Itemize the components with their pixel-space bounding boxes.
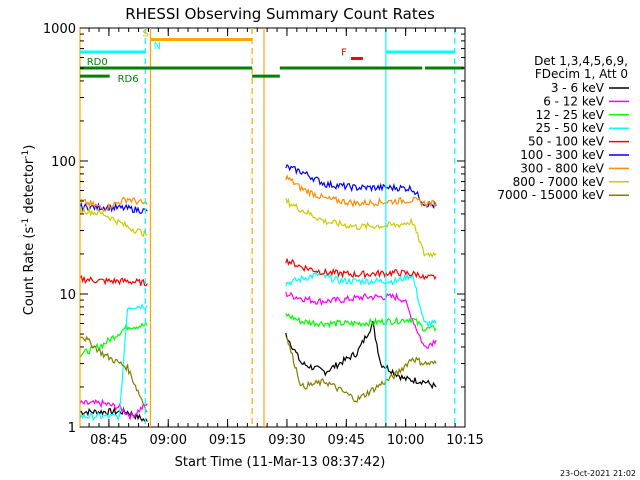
series-line <box>285 163 437 209</box>
y-axis-title-part: ) <box>22 145 37 150</box>
series-line <box>79 406 148 422</box>
render-timestamp: 23-Oct-2021 21:02 <box>560 469 636 478</box>
series-line <box>79 274 148 287</box>
x-tick-label: 10:15 <box>446 433 483 448</box>
series-line <box>79 335 148 413</box>
y-tick-label: 1000 <box>43 22 76 37</box>
series-line <box>79 196 148 213</box>
x-tick-label: 08:45 <box>90 433 127 448</box>
x-tick-label: 09:30 <box>268 433 305 448</box>
series-layer <box>79 163 437 422</box>
y-axis-title-sup: -1 <box>21 218 31 227</box>
flag-label: F <box>341 47 347 58</box>
flag-label: S <box>143 28 149 39</box>
x-tick-label: 09:45 <box>328 433 365 448</box>
flag-bars-layer: SN RD0 RD6 F <box>80 28 464 85</box>
series-line <box>285 336 437 403</box>
legend-label: 300 - 800 keV <box>520 161 604 175</box>
series-line <box>285 271 437 329</box>
y-tick-label: 1 <box>68 421 76 436</box>
x-axis-title: Start Time (11-Mar-13 08:37:42) <box>175 455 386 470</box>
legend-label: 6 - 12 keV <box>543 94 605 108</box>
x-tick-label: 10:00 <box>387 433 424 448</box>
axes-layer: 08:45 09:00 09:15 09:30 09:45 10:00 10:15 1 10 10… <box>43 22 484 448</box>
series-line <box>285 197 437 259</box>
flag-label: N <box>154 41 161 52</box>
y-axis-title-part: detector <box>22 158 37 218</box>
legend-label: 800 - 7000 keV <box>513 175 605 189</box>
chart-title: RHESSI Observing Summary Count Rates <box>125 5 435 23</box>
series-line <box>285 258 437 281</box>
legend-label: 100 - 300 keV <box>520 148 604 162</box>
series-line <box>79 201 148 215</box>
legend-label: 50 - 100 keV <box>528 135 605 149</box>
y-axis-title: Count Rate (s-1 detector-1) <box>21 145 37 316</box>
series-line <box>79 206 148 238</box>
x-tick-label: 09:15 <box>209 433 246 448</box>
y-tick-label: 10 <box>59 288 76 303</box>
legend-header-line: FDecim 1, Att 0 <box>535 67 628 81</box>
series-line <box>285 313 437 332</box>
legend-label: 12 - 25 keV <box>536 108 605 122</box>
series-line <box>285 174 437 209</box>
series-line <box>79 302 148 422</box>
legend-header-line: Det 1,3,4,5,6,9, <box>534 54 628 68</box>
series-line <box>79 398 148 421</box>
legend-label: 7000 - 15000 keV <box>497 188 604 202</box>
y-tick-label: 100 <box>51 155 76 170</box>
y-axis-title-sup: -1 <box>21 150 31 159</box>
y-axis-title-part: Count Rate (s <box>22 227 37 316</box>
legend-label: 25 - 50 keV <box>536 121 605 135</box>
flag-label: RD0 <box>87 57 108 68</box>
x-tick-label: 09:00 <box>150 433 187 448</box>
series-line <box>285 321 437 390</box>
flag-label: RD6 <box>118 74 139 85</box>
series-line <box>285 291 437 349</box>
event-lines-layer <box>79 28 456 427</box>
legend: Det 1,3,4,5,6,9, FDecim 1, Att 0 3 - 6 k… <box>497 54 629 202</box>
legend-label: 3 - 6 keV <box>551 81 605 95</box>
